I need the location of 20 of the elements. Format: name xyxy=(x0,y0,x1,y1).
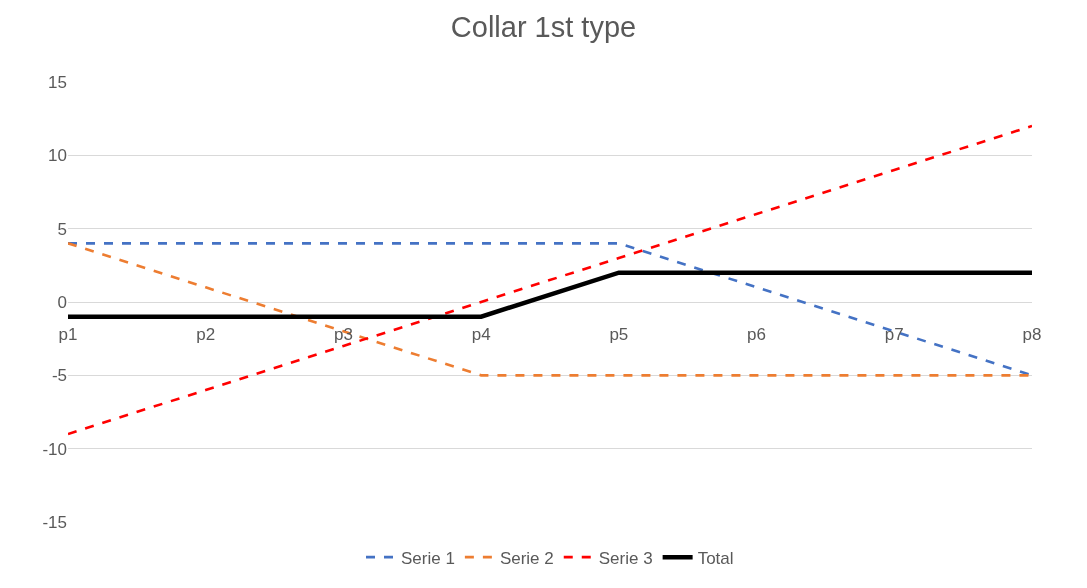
legend-label: Serie 3 xyxy=(598,548,653,568)
x-tick-label: p2 xyxy=(196,325,216,344)
x-tick-label: p3 xyxy=(333,325,353,344)
x-tick-label: p8 xyxy=(1022,325,1042,344)
y-tick-label: 0 xyxy=(57,292,67,312)
x-tick-label: p1 xyxy=(58,325,78,344)
legend-label: Total xyxy=(697,548,734,568)
x-tick-label: p5 xyxy=(609,325,629,344)
y-tick-label: -15 xyxy=(42,512,67,532)
y-tick-label: -10 xyxy=(42,439,67,459)
legend-label: Serie 2 xyxy=(499,548,554,568)
y-tick-label: -5 xyxy=(51,366,67,386)
y-tick-label: 15 xyxy=(48,72,67,92)
legend-label: Serie 1 xyxy=(401,548,455,568)
y-tick-label: 10 xyxy=(48,146,67,166)
y-tick-label: 5 xyxy=(57,219,67,239)
chart-title: Collar 1st type xyxy=(450,10,637,43)
x-tick-label: p6 xyxy=(747,325,767,344)
x-tick-label: p7 xyxy=(884,325,904,344)
x-tick-label: p4 xyxy=(471,325,491,344)
